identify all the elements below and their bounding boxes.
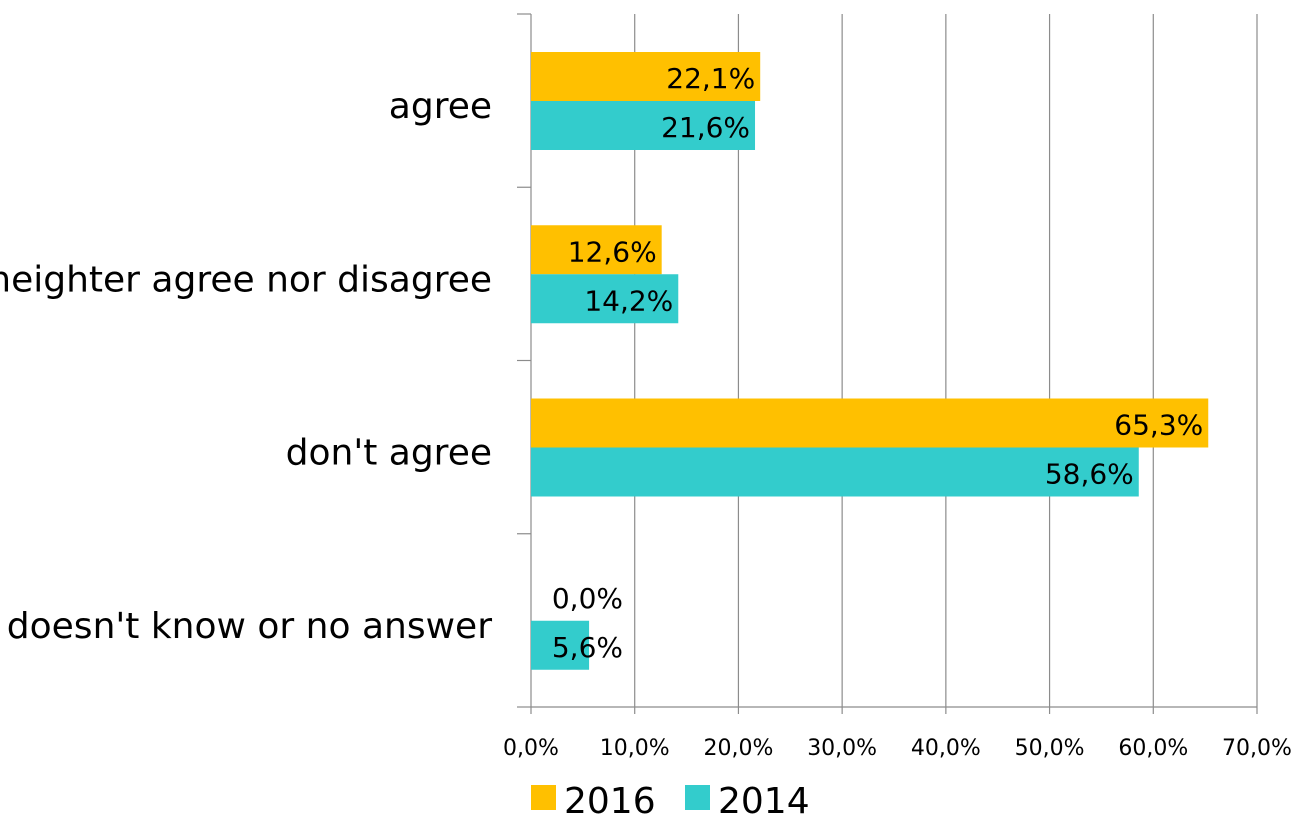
legend-label-2016: 2016 — [564, 781, 656, 822]
x-tick-label: 10,0% — [600, 736, 670, 761]
bar-2016 — [531, 398, 1209, 448]
data-label-2016: 12,6% — [568, 235, 657, 268]
bar-2014 — [531, 447, 1139, 497]
x-tick-label: 50,0% — [1015, 736, 1085, 761]
category-label: don't agree — [286, 433, 492, 474]
x-tick-label: 70,0% — [1222, 736, 1292, 761]
data-label-2016: 0,0% — [552, 582, 623, 615]
x-tick-label: 20,0% — [703, 736, 773, 761]
x-tick-label: 0,0% — [503, 736, 559, 761]
bar-2014 — [531, 274, 679, 324]
data-label-2016: 65,3% — [1114, 409, 1203, 442]
x-tick-label: 40,0% — [911, 736, 981, 761]
data-label-2014: 14,2% — [584, 284, 673, 317]
bar-2016 — [531, 225, 662, 275]
bar-2014 — [531, 620, 590, 670]
category-label: agree — [389, 86, 492, 127]
category-label: doesn't know or no answer — [7, 606, 492, 647]
legend-swatch-2016 — [531, 785, 556, 810]
category-label: neighter agree nor disagree — [0, 259, 492, 300]
bar-2016 — [531, 52, 761, 101]
data-label-2014: 21,6% — [661, 111, 750, 144]
data-label-2016: 22,1% — [666, 62, 755, 95]
data-label-2014: 58,6% — [1045, 458, 1134, 491]
x-tick-label: 30,0% — [807, 736, 877, 761]
data-label-2014: 5,6% — [552, 631, 623, 664]
bar-2014 — [531, 101, 756, 150]
x-tick-label: 60,0% — [1118, 736, 1188, 761]
legend-label-2014: 2014 — [718, 781, 810, 822]
legend-swatch-2014 — [685, 785, 710, 810]
